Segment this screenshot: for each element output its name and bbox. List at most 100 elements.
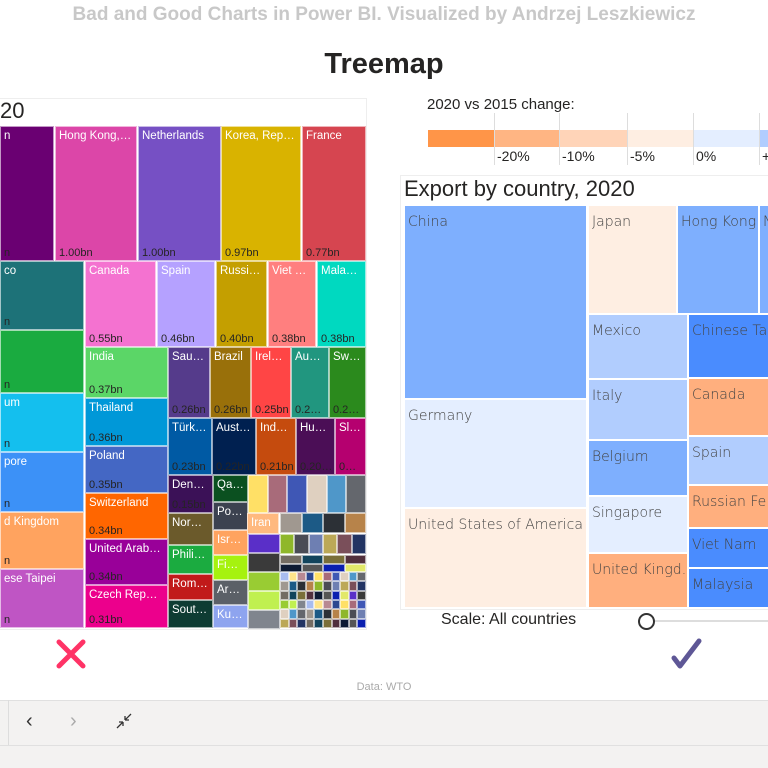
treemap-cell[interactable]: Hu… 0.20… — [296, 418, 335, 475]
treemap-cell[interactable]: Japan — [588, 205, 677, 314]
treemap-cell[interactable]: Iran — [247, 513, 279, 534]
treemap-cell[interactable] — [331, 581, 341, 591]
treemap-cell[interactable]: Russi… 0.40bn — [216, 261, 267, 347]
treemap-cell[interactable]: China — [404, 205, 587, 399]
treemap-cell[interactable] — [314, 618, 323, 628]
treemap-cell[interactable]: Mala… 0.38bn — [317, 261, 366, 347]
treemap-cell[interactable]: d Kingdom n — [0, 512, 84, 569]
treemap-cell[interactable] — [308, 534, 323, 554]
treemap-cell[interactable] — [331, 600, 341, 610]
treemap-cell[interactable]: Spain — [688, 436, 768, 485]
treemap-cell[interactable] — [357, 609, 366, 619]
treemap-cell[interactable] — [357, 618, 366, 628]
treemap-cell[interactable] — [248, 553, 280, 572]
treemap-cell[interactable]: Au… 0.2… — [291, 347, 329, 418]
treemap-cell[interactable] — [337, 534, 352, 554]
treemap-cell[interactable]: n — [0, 330, 84, 393]
treemap-cell[interactable] — [340, 618, 349, 628]
treemap-cell[interactable]: Thailand 0.36bn — [85, 398, 168, 446]
treemap-cell[interactable] — [314, 572, 323, 582]
treemap-cell[interactable]: Chinese Ta… — [688, 314, 768, 378]
treemap-cell[interactable] — [346, 475, 366, 513]
treemap-cell[interactable] — [280, 600, 289, 610]
treemap-cell[interactable]: Ar… — [213, 580, 248, 605]
treemap-cell[interactable]: United Kingd… — [588, 553, 688, 608]
treemap-cell[interactable] — [248, 572, 280, 591]
treemap-cell[interactable] — [348, 600, 358, 610]
treemap-cell[interactable] — [344, 555, 366, 564]
treemap-cell[interactable] — [288, 618, 298, 628]
treemap-cell[interactable] — [288, 600, 298, 610]
treemap-cell[interactable] — [357, 572, 366, 582]
treemap-cell[interactable] — [323, 563, 345, 572]
treemap-cell[interactable]: Türk… 0.23bn — [168, 418, 212, 475]
treemap-cell[interactable]: Ku… — [213, 605, 248, 628]
treemap-cell[interactable] — [280, 513, 302, 533]
treemap-cell[interactable]: Fi… — [213, 555, 248, 580]
treemap-cell[interactable] — [340, 590, 349, 600]
treemap-cell[interactable]: Poland 0.35bn — [85, 446, 168, 493]
treemap-cell[interactable] — [314, 609, 323, 619]
treemap-cell[interactable]: Malaysia — [688, 568, 768, 608]
chevron-right-icon[interactable]: › — [70, 710, 77, 732]
treemap-cell[interactable] — [331, 609, 341, 619]
treemap-cell[interactable] — [340, 609, 349, 619]
treemap-cell[interactable] — [323, 534, 338, 554]
treemap-cell[interactable] — [288, 609, 298, 619]
treemap-cell[interactable]: Den… 0.15bn — [168, 475, 213, 513]
treemap-cell[interactable] — [248, 591, 280, 610]
treemap-cell[interactable] — [305, 600, 315, 610]
treemap-cell[interactable] — [323, 618, 332, 628]
treemap-cell[interactable] — [326, 475, 347, 513]
treemap-cell[interactable] — [280, 572, 289, 582]
treemap-cell[interactable] — [301, 555, 323, 564]
treemap-cell[interactable] — [280, 555, 302, 564]
treemap-cell[interactable]: pore n — [0, 452, 84, 512]
treemap-cell[interactable]: Netherlands 1.00bn — [138, 126, 221, 261]
scale-slider-handle[interactable] — [638, 613, 655, 630]
treemap-cell[interactable] — [348, 590, 358, 600]
treemap-cell[interactable]: Rom… — [168, 574, 213, 600]
treemap-cell[interactable] — [323, 513, 345, 533]
treemap-cell[interactable] — [294, 534, 309, 554]
treemap-cell[interactable]: Canada 0.55bn — [85, 261, 156, 347]
treemap-cell[interactable] — [344, 563, 366, 572]
treemap-cell[interactable] — [357, 600, 366, 610]
treemap-cell[interactable] — [297, 581, 306, 591]
treemap-cell[interactable] — [297, 618, 306, 628]
treemap-cell[interactable]: co n — [0, 261, 84, 330]
treemap-cell[interactable] — [314, 590, 323, 600]
treemap-cell[interactable] — [288, 590, 298, 600]
treemap-cell[interactable] — [351, 534, 366, 554]
treemap-cell[interactable]: Sw… 0.2… — [329, 347, 366, 418]
treemap-cell[interactable]: Canada — [688, 378, 768, 436]
treemap-cell[interactable]: Mexico — [588, 314, 688, 379]
treemap-cell[interactable] — [305, 581, 315, 591]
treemap-cell[interactable]: ese Taipei n — [0, 569, 84, 628]
treemap-cell[interactable]: Switzerland 0.34bn — [85, 493, 168, 539]
treemap-cell[interactable] — [357, 581, 366, 591]
treemap-cell[interactable]: Brazil 0.26bn — [210, 347, 251, 418]
treemap-cell[interactable] — [348, 618, 358, 628]
treemap-cell[interactable] — [288, 572, 298, 582]
treemap-cell[interactable] — [323, 581, 332, 591]
treemap-cell[interactable]: Sau… 0.26bn — [168, 347, 210, 418]
treemap-cell[interactable] — [323, 600, 332, 610]
treemap-cell[interactable]: Nor… — [168, 513, 213, 545]
treemap-cell[interactable] — [297, 572, 306, 582]
treemap-cell[interactable] — [305, 590, 315, 600]
treemap-cell[interactable] — [340, 581, 349, 591]
treemap-cell[interactable]: Belgium — [588, 440, 688, 496]
treemap-cell[interactable] — [331, 618, 341, 628]
treemap-cell[interactable] — [348, 581, 358, 591]
treemap-cell[interactable] — [297, 609, 306, 619]
treemap-cell[interactable]: Russian Fe… — [688, 485, 768, 528]
treemap-cell[interactable] — [280, 534, 295, 554]
treemap-cell[interactable]: Phili… — [168, 545, 213, 574]
treemap-cell[interactable]: Po… — [213, 502, 248, 530]
treemap-cell[interactable] — [248, 534, 280, 553]
collapse-icon[interactable] — [115, 712, 133, 730]
treemap-cell[interactable]: Qa… — [213, 475, 248, 502]
treemap-cell[interactable] — [280, 618, 289, 628]
